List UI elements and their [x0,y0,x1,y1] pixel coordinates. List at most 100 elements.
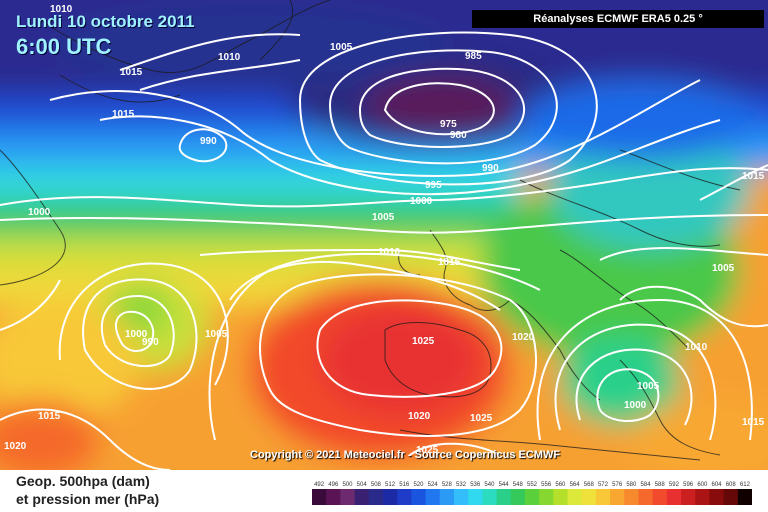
scale-swatch [425,489,441,505]
isobar-label: 1005 [637,381,660,392]
weather-map: 1010 1005 1015 1015 1010 990 985 975 980… [0,0,768,470]
isobar-label: 1000 [624,400,647,411]
scale-swatch [354,489,370,505]
scale-swatch [624,489,639,505]
scale-tick-label: 540 [484,482,495,488]
scale-tick-label: 604 [712,482,723,488]
scale-tick-label: 516 [399,482,410,488]
scale-tick-label: 520 [413,482,424,488]
scale-swatch [411,489,427,505]
map-canvas: 1010 1005 1015 1015 1010 990 985 975 980… [0,0,768,470]
scale-tick-label: 572 [598,482,609,488]
data-source-label: Réanalyses ECMWF ERA5 0.25 ° [472,10,764,28]
scale-tick-label: 500 [342,482,353,488]
scale-tick-label: 528 [442,482,453,488]
scale-tick-label: 612 [740,482,751,488]
scale-swatch [496,489,512,505]
scale-swatch [723,489,739,505]
scale-swatch [468,489,483,505]
scale-tick-label: 600 [697,482,708,488]
isobar-label: 990 [482,163,499,174]
scale-tick-label: 564 [570,482,581,488]
scale-tick-label: 556 [541,482,552,488]
isobar-label: 1015 [112,109,135,120]
legend-title-pressure: et pression mer (hPa) [16,491,160,507]
isobar-label: 1005 [372,212,395,223]
scale-tick-label: 592 [669,482,680,488]
isobar-label: 1005 [205,329,228,340]
isobar-label: 980 [450,130,467,141]
isobar-label: 1000 [410,196,433,207]
isobar-label: 1000 [28,207,51,218]
scale-swatch [666,489,682,505]
isobar-label: 1005 [330,42,353,53]
scale-tick-label: 584 [641,482,652,488]
scale-tick-label: 492 [314,482,325,488]
isobar-label: 1025 [416,445,439,456]
isobar-label: 1015 [742,171,765,182]
isobar-label: 1005 [712,263,735,274]
scale-tick-label: 568 [584,482,595,488]
scale-tick-label: 524 [428,482,439,488]
color-scale: 492 496 500 504 508 512 516 520 524 528 532 536 540 5… [312,482,752,505]
scale-swatch [595,489,611,505]
scale-tick-label: 560 [555,482,566,488]
scale-swatch [610,489,625,505]
isobar-label: 1000 [125,329,148,340]
isobar-label: 990 [142,337,159,348]
scale-swatch [510,489,526,505]
scale-tick-label: 608 [726,482,737,488]
isobar-label: 1015 [38,411,61,422]
isobar-label: 1020 [408,411,431,422]
isobar-label: 1015 [742,417,765,428]
scale-tick-label: 508 [371,482,382,488]
scale-tick-label: 552 [527,482,538,488]
scale-swatch [524,489,540,505]
scale-tick-label: 588 [655,482,666,488]
scale-swatch [737,489,752,505]
scale-tick-label: 596 [683,482,694,488]
scale-tick-label: 496 [328,482,339,488]
isobar-label: 1010 [218,52,241,63]
scale-swatch [638,489,654,505]
scale-swatch [581,489,597,505]
map-date: Lundi 10 octobre 2011 [16,12,195,31]
scale-tick-label: 532 [456,482,467,488]
scale-swatch [482,489,498,505]
scale-tick-label: 548 [513,482,524,488]
isobar-label: 1015 [438,257,461,268]
scale-tick-label: 504 [357,482,368,488]
isobar-label: 1010 [378,247,401,258]
scale-swatch [368,489,384,505]
scale-swatch [695,489,710,505]
isobar-label: 1010 [685,342,708,353]
isobar-label: 985 [465,51,482,62]
isobar-label: 1020 [512,332,535,343]
isobar-labels: 1010 1005 1015 1015 1010 990 985 975 980… [4,4,765,456]
isobar-label: 990 [200,136,217,147]
geopotential-field [0,0,768,470]
scale-tick-label: 544 [499,482,510,488]
scale-tick-label: 576 [612,482,623,488]
scale-tick-label: 580 [626,482,637,488]
legend-title-geopotential: Geop. 500hpa (dam) [16,473,150,489]
isobar-label: 1025 [412,336,435,347]
isobar-label: 975 [440,119,457,130]
scale-swatch [439,489,455,505]
scale-tick-label: 536 [470,482,481,488]
scale-swatch [397,489,412,505]
isobar-label: 1015 [120,67,143,78]
scale-swatch [340,489,356,505]
scale-swatch [709,489,725,505]
scale-swatch [539,489,554,505]
isobars [0,31,768,470]
scale-swatch [326,489,341,505]
scale-swatch [382,489,398,505]
scale-swatch [553,489,568,505]
isobar-label: 1025 [470,413,493,424]
isobar-label: 1010 [50,4,73,15]
scale-swatch [312,489,327,505]
isobar-label: 995 [425,180,442,191]
scale-swatch [652,489,668,505]
scale-swatch [453,489,469,505]
